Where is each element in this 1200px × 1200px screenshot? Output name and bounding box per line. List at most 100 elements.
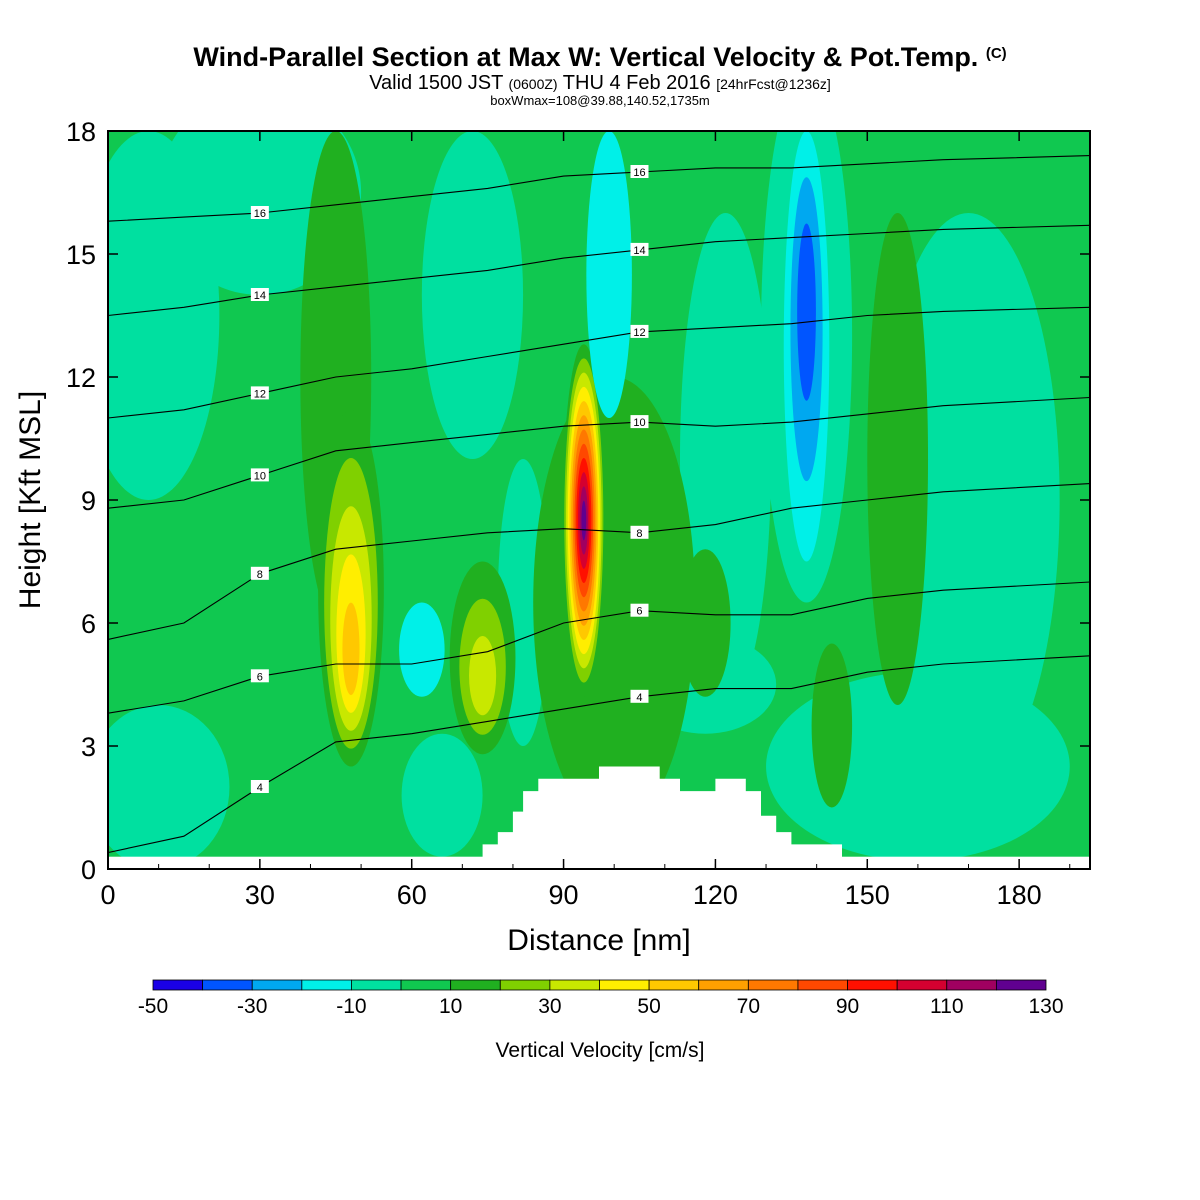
- theta-label-14-1: 14: [630, 242, 649, 257]
- y-tick-label-0: 0: [81, 855, 96, 885]
- field-band-10: [108, 705, 230, 869]
- y-tick-label-2: 6: [81, 609, 96, 639]
- field-patch-4: [811, 643, 853, 808]
- copyright-mark: (C): [985, 45, 1007, 62]
- colorbar-swatch-11: [698, 979, 749, 991]
- theta-label-box: [630, 525, 649, 539]
- theta-label-10-1: 10: [630, 415, 649, 429]
- colorbar-swatch-5: [400, 979, 452, 991]
- theta-label-text: 6: [636, 606, 642, 618]
- colorbar-title: Vertical Velocity [cm/s]: [496, 1039, 705, 1062]
- theta-label-box: [630, 603, 649, 617]
- theta-label-6-0: 6: [250, 669, 269, 683]
- theta-contours: 4 4 6 6 8 8 10 10 12 12 14 14 16 16: [108, 155, 1090, 854]
- chart-subtitle: Valid 1500 JST (0600Z) THU 4 Feb 2016 [2…: [0, 72, 1200, 95]
- colorbar-label-3: 10: [439, 995, 462, 1018]
- theta-label-text: 4: [636, 692, 642, 704]
- y-tick-label-1: 3: [81, 732, 96, 762]
- theta-label-text: 14: [633, 245, 645, 257]
- colorbar-swatch-15: [896, 979, 948, 991]
- x-axis-label: Distance [nm]: [507, 924, 690, 957]
- ground-strip: [108, 856, 1090, 869]
- colorbar-swatch-16: [946, 979, 997, 991]
- theta-label-box: [250, 386, 269, 400]
- feature-4-contour-0: [586, 131, 632, 418]
- theta-label-box: [630, 165, 649, 178]
- theta-label-box: [250, 669, 269, 683]
- axes: 0 30 60 90 120 150 180 0 3 6 9 12 15 18: [66, 117, 1090, 910]
- colorbar-swatch-4: [351, 979, 402, 991]
- colorbar-swatch-7: [499, 979, 551, 991]
- y-tick-label-3: 9: [81, 486, 96, 516]
- theta-label-8-1: 8: [630, 525, 649, 540]
- theta-label-4-0: 4: [250, 780, 269, 794]
- title-text: Wind-Parallel Section at Max W: Vertical…: [193, 42, 979, 72]
- theta-label-text: 4: [257, 782, 263, 794]
- subtitle-date: THU 4 Feb 2016: [562, 72, 711, 94]
- colorbar-label-2: -10: [336, 995, 366, 1018]
- terrain-fill: [482, 766, 842, 869]
- colorbar-label-1: -30: [237, 995, 267, 1018]
- x-tick-label-5: 150: [845, 880, 890, 910]
- x-tick-label-1: 30: [245, 880, 275, 910]
- theta-label-box: [250, 206, 269, 219]
- subtitle-forecast: [24hrFcst@1236z]: [716, 76, 831, 92]
- colorbar-swatch-9: [599, 979, 650, 991]
- colorbar-label-5: 50: [637, 995, 660, 1018]
- theta-label-box: [250, 288, 269, 301]
- colorbar-label-6: 70: [737, 995, 760, 1018]
- colorbar-swatch-12: [747, 979, 799, 991]
- theta-label-6-1: 6: [630, 603, 649, 618]
- chart-subtitle-2: boxWmax=108@39.88,140.52,1735m: [490, 93, 710, 108]
- theta-label-text: 8: [257, 569, 263, 581]
- field-band-7: [766, 672, 1070, 861]
- y-tick-label-5: 15: [66, 240, 96, 270]
- feature-0-contour-11: [581, 500, 587, 541]
- theta-label-box: [250, 566, 269, 580]
- theta-label-box: [250, 780, 269, 793]
- colorbar-swatch-2: [251, 979, 303, 991]
- y-tick-label-4: 12: [66, 363, 96, 393]
- colorbar-label-9: 130: [1028, 995, 1063, 1018]
- theta-label-text: 16: [633, 167, 645, 179]
- colorbar-label-8: 110: [930, 995, 963, 1018]
- theta-label-12-0: 12: [250, 386, 269, 400]
- feature-1-contour-4: [342, 602, 360, 696]
- theta-label-text: 8: [636, 528, 642, 540]
- theta-label-12-1: 12: [630, 324, 649, 339]
- terrain-mask: [108, 766, 1090, 869]
- field-band-9: [401, 733, 483, 857]
- subtitle-valid: Valid 1500 JST: [369, 72, 503, 94]
- velocity-field: [108, 131, 1090, 869]
- y-axis-label: Height [Kft MSL]: [14, 391, 47, 609]
- colorbar-swatch-0: [152, 979, 204, 991]
- colorbar-swatch-8: [549, 979, 600, 991]
- subtitle-zulu: (0600Z): [508, 76, 558, 92]
- theta-label-box: [630, 689, 649, 703]
- feature-2-contour-2: [469, 635, 497, 716]
- field-patch-2: [867, 213, 929, 705]
- colorbar-swatch-1: [202, 979, 253, 991]
- theta-label-14-0: 14: [250, 288, 269, 302]
- x-tick-label-0: 0: [100, 880, 115, 910]
- theta-label-box: [630, 415, 649, 429]
- theta-label-text: 6: [257, 671, 263, 683]
- colorbar-swatch-13: [797, 979, 848, 991]
- colorbar-label-4: 30: [538, 995, 561, 1018]
- field-patch-3: [679, 549, 731, 697]
- theta-label-text: 10: [633, 417, 645, 429]
- colorbar-label-0: -50: [138, 995, 168, 1018]
- y-tick-label-6: 18: [66, 117, 96, 147]
- colorbar-swatch-10: [648, 979, 700, 991]
- x-tick-label-4: 120: [693, 880, 738, 910]
- theta-label-box: [630, 324, 649, 338]
- theta-label-box: [630, 242, 649, 256]
- theta-label-text: 12: [633, 327, 645, 339]
- theta-label-text: 16: [254, 208, 266, 220]
- colorbar: -50 -30 -10 10 30 50 70 90 110 130: [138, 979, 1064, 1018]
- colorbar-swatch-14: [847, 979, 898, 991]
- theta-label-8-0: 8: [250, 566, 269, 581]
- theta-label-4-1: 4: [630, 689, 649, 704]
- theta-label-16-0: 16: [250, 206, 269, 220]
